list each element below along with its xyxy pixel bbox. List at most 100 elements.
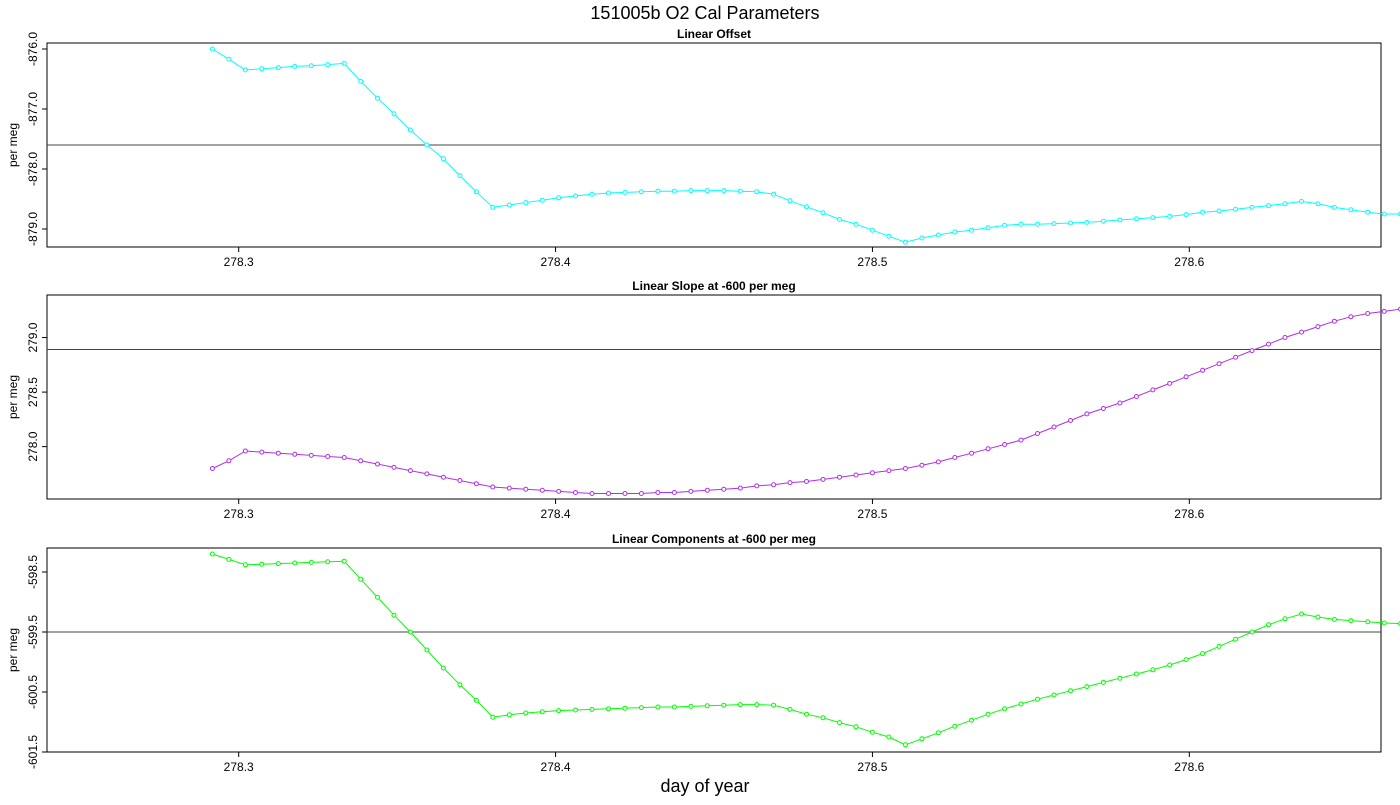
data-point-1-35 [771, 191, 777, 197]
data-point-2-6 [292, 451, 298, 457]
data-point-2-2 [226, 458, 232, 464]
data-point-1-72 [1381, 211, 1387, 217]
data-point-3-32 [721, 702, 727, 708]
data-point-3-28 [655, 704, 661, 710]
data-point-3-26 [622, 705, 628, 711]
data-point-2-16 [457, 478, 463, 483]
data-point-2-52 [1051, 424, 1057, 430]
data-point-1-43 [902, 239, 908, 245]
data-point-3-71 [1365, 619, 1371, 625]
data-point-1-29 [671, 188, 677, 194]
y-tick-label-3-2: -599.5 [26, 615, 40, 649]
data-point-1-30 [688, 188, 694, 194]
data-point-1-45 [935, 232, 941, 238]
y-tick-label-2-2: 278.5 [26, 377, 40, 407]
data-point-3-23 [573, 707, 578, 713]
data-point-3-33 [737, 702, 743, 708]
data-point-1-12 [391, 111, 397, 117]
data-point-2-59 [1167, 380, 1173, 386]
data-point-1-19 [506, 202, 512, 208]
data-point-1-7 [308, 63, 314, 69]
y-tick-label-1-1: -876.0 [26, 32, 40, 66]
data-point-1-34 [754, 189, 760, 195]
data-point-1-71 [1365, 209, 1371, 215]
data-point-1-9 [341, 60, 347, 66]
data-point-3-40 [853, 724, 859, 730]
y-axis-label-3: per meg [6, 628, 20, 672]
data-point-2-23 [573, 490, 578, 495]
data-point-1-13 [407, 127, 413, 133]
data-point-1-24 [589, 191, 595, 197]
data-point-1-53 [1068, 220, 1073, 226]
data-point-3-56 [1117, 675, 1123, 681]
data-point-3-34 [754, 702, 760, 708]
data-point-2-34 [754, 483, 760, 489]
data-point-3-52 [1051, 692, 1057, 698]
data-point-3-9 [341, 558, 347, 564]
data-point-1-59 [1167, 213, 1173, 219]
data-point-2-33 [737, 485, 743, 491]
data-point-1-41 [869, 227, 875, 233]
data-point-2-37 [804, 479, 809, 484]
x-tick-label-1-3: 278.5 [857, 255, 887, 269]
data-point-1-68 [1315, 201, 1321, 207]
data-point-2-38 [820, 476, 826, 482]
data-point-3-20 [523, 710, 529, 716]
data-point-2-58 [1150, 387, 1156, 393]
x-tick-label-1-2: 278.4 [541, 255, 571, 269]
y-tick-label-1-2: -877.0 [26, 92, 40, 126]
data-point-2-55 [1100, 406, 1106, 411]
data-point-1-64 [1249, 204, 1255, 210]
y-axis-label-2: per meg [6, 375, 20, 419]
data-point-2-36 [787, 480, 793, 486]
data-point-3-65 [1266, 622, 1271, 628]
data-point-2-49 [1002, 442, 1008, 447]
data-point-2-26 [622, 491, 628, 496]
data-point-1-4 [259, 66, 265, 72]
data-point-3-17 [473, 697, 479, 703]
data-point-1-5 [275, 65, 281, 71]
data-point-2-66 [1282, 335, 1288, 340]
data-point-1-38 [820, 210, 826, 216]
x-tick-label-1-1: 278.3 [224, 255, 254, 269]
data-point-1-49 [1002, 222, 1008, 228]
data-point-2-12 [391, 464, 397, 470]
data-point-3-66 [1282, 616, 1288, 622]
data-point-2-14 [424, 471, 430, 477]
panel-title-1: Linear Offset [677, 27, 751, 41]
data-point-2-27 [638, 491, 644, 496]
data-point-2-56 [1117, 400, 1123, 406]
data-point-1-57 [1133, 216, 1139, 222]
data-point-2-48 [985, 446, 991, 452]
data-point-1-70 [1348, 207, 1354, 213]
data-point-1-61 [1200, 209, 1206, 215]
data-point-2-22 [556, 488, 562, 494]
data-point-1-23 [573, 193, 578, 199]
data-point-1-28 [655, 188, 661, 194]
data-point-3-49 [1002, 706, 1008, 712]
data-point-3-3 [242, 562, 248, 568]
data-point-3-7 [308, 559, 314, 565]
data-point-3-30 [688, 703, 694, 709]
data-point-1-3 [242, 67, 248, 73]
data-point-1-25 [606, 190, 611, 196]
data-point-2-51 [1035, 431, 1040, 436]
data-point-3-36 [787, 706, 793, 712]
series-line-2 [212, 308, 1400, 494]
data-point-2-15 [440, 474, 446, 480]
data-point-3-51 [1035, 696, 1040, 702]
data-point-3-55 [1100, 679, 1106, 685]
panel-title-2: Linear Slope at -600 per meg [632, 279, 795, 293]
data-point-2-53 [1068, 418, 1073, 423]
data-point-2-47 [969, 450, 975, 456]
data-point-1-16 [457, 173, 463, 179]
x-axis-label: day of year [660, 776, 749, 796]
data-point-3-5 [275, 561, 281, 567]
data-point-3-68 [1315, 614, 1321, 620]
data-point-2-44 [919, 462, 925, 468]
data-point-3-19 [506, 712, 512, 718]
data-point-1-17 [473, 189, 479, 195]
data-point-2-43 [902, 466, 908, 471]
